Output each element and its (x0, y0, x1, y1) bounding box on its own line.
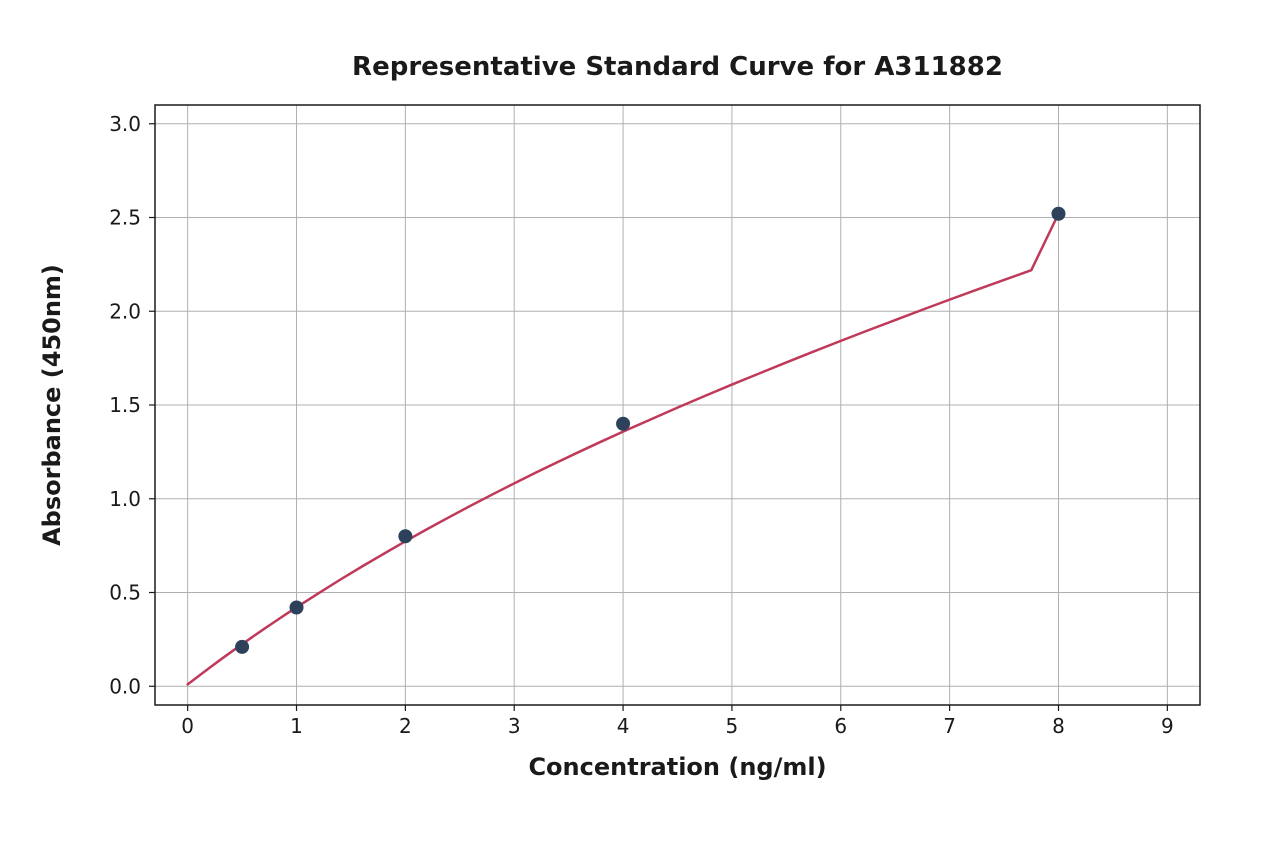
data-point (290, 601, 303, 614)
standard-curve-chart: 0 1 2 3 4 5 6 7 8 9 0.0 0.5 1.0 1.5 2.0 2.5 3.0 Represent… (0, 0, 1280, 845)
ytick-label: 2.5 (109, 206, 141, 230)
xtick-label: 9 (1161, 714, 1174, 738)
chart-container: 0 1 2 3 4 5 6 7 8 9 0.0 0.5 1.0 1.5 2.0 2.5 3.0 Represent… (0, 0, 1280, 845)
xtick-label: 3 (508, 714, 521, 738)
xtick-label: 0 (181, 714, 194, 738)
ytick-label: 3.0 (109, 112, 141, 136)
data-point (617, 417, 630, 430)
data-point (399, 530, 412, 543)
ytick-label: 2.0 (109, 299, 141, 323)
xtick-label: 6 (834, 714, 847, 738)
xtick-label: 7 (943, 714, 956, 738)
y-axis-label: Absorbance (450nm) (38, 264, 66, 546)
ytick-label: 0.0 (109, 674, 141, 698)
xtick-label: 5 (726, 714, 739, 738)
x-axis-label: Concentration (ng/ml) (528, 753, 826, 781)
chart-title: Representative Standard Curve for A31188… (352, 52, 1003, 82)
xtick-label: 8 (1052, 714, 1065, 738)
xtick-label: 4 (617, 714, 630, 738)
data-point (1052, 207, 1065, 220)
ytick-label: 1.5 (109, 393, 141, 417)
xtick-label: 2 (399, 714, 412, 738)
ytick-label: 0.5 (109, 581, 141, 605)
xtick-label: 1 (290, 714, 303, 738)
data-point (236, 640, 249, 653)
ytick-label: 1.0 (109, 487, 141, 511)
